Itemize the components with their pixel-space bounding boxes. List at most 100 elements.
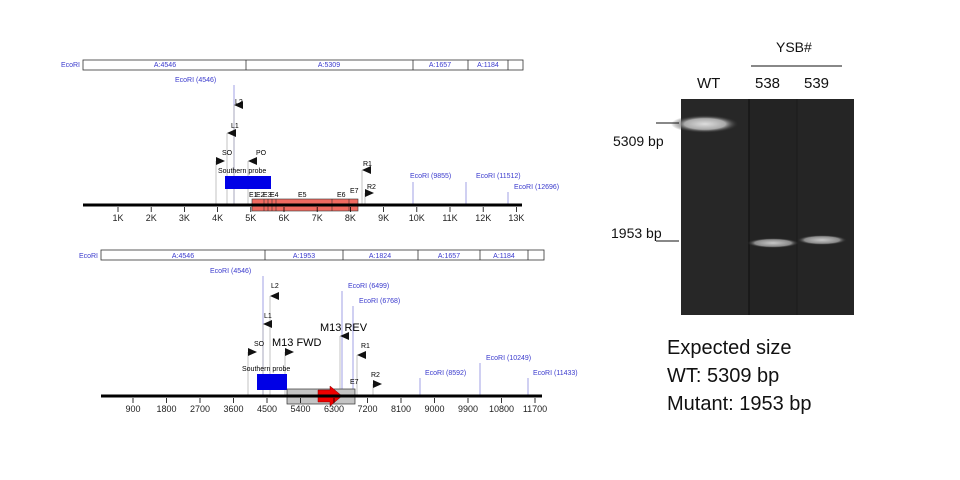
axis-tick-label: 13K [508,213,524,223]
axis-tick-label: 900 [125,404,140,414]
axis-tick-label: 6K [278,213,289,223]
gel-band-538 [747,238,799,248]
m13-fwd-label: M13 FWD [272,337,322,349]
axis-tick-label: 9900 [458,404,478,414]
primer-r2-arrow [365,189,374,197]
axis-tick-label: 12K [475,213,491,223]
fragment-label: A:1657 [438,253,460,260]
primer-l2-arrow [234,101,243,109]
axis-tick-label: 10800 [489,404,514,414]
fragment-label: A:5309 [318,62,340,69]
primer-l1-arrow [227,129,236,137]
axis-tick-label: 2K [146,213,157,223]
lane-label: WT [697,75,720,92]
primer-r1-arrow [357,351,366,359]
primer-label: L2 [235,99,243,106]
exon-label: E3 [263,192,272,199]
primer-label: L1 [231,123,239,130]
m13-rev-label: M13 REV [320,322,368,334]
axis-tick-label: 7K [312,213,323,223]
ecori-site-label: EcoRI (11512) [476,173,521,180]
exon-label: E7 [350,188,359,195]
axis-tick-label: 8100 [391,404,411,414]
exon-label: E6 [337,192,346,199]
gel-band-539 [797,235,847,245]
axis-ticks: 900 1800 2700 3600 4500 5400 6300 7200 8100 9000 9… [125,398,547,414]
southern-probe-label: Southern probe [242,366,290,373]
fragment-label: A:1657 [429,62,451,69]
axis-tick-label: 10K [409,213,425,223]
primer-label: R2 [371,372,380,379]
axis-tick-label: 9000 [424,404,444,414]
fragment-label: A:4546 [154,62,176,69]
fragment-enzyme-label: EcoRI [61,62,80,69]
primer-label: L2 [271,283,279,290]
ecori-site-label: EcoRI (9855) [410,173,451,180]
gel-image-right [797,99,854,315]
ecori-sites [262,276,529,396]
primer-r2-arrow [373,380,382,388]
primer-label: PO [256,150,267,157]
primer-so-arrow [248,348,257,356]
exon-label: E5 [298,192,307,199]
ecori-site-label: EcoRI (4546) [210,268,251,275]
southern-probe-label: Southern probe [218,168,266,175]
axis-tick-label: 3600 [223,404,243,414]
map-mutant: EcoRI A:4546 A:1953 A:1824 A:1657 A:1184… [79,249,578,414]
primer-label: R1 [361,343,370,350]
fragment-enzyme-label: EcoRI [79,253,98,260]
ecori-site-label: EcoRI (10249) [486,355,531,362]
axis-tick-label: 9K [378,213,389,223]
caption-line: WT: 5309 bp [667,365,779,387]
axis-tick-label: 5K [245,213,256,223]
axis-tick-label: 1800 [156,404,176,414]
primer-po-arrow [248,157,257,165]
expected-size-caption: Expected size WT: 5309 bp Mutant: 1953 b… [667,337,812,415]
fragment-label: A:1824 [369,253,391,260]
axis-tick-label: 11700 [523,404,547,414]
primer-l2-arrow [270,292,279,300]
exon-label: E7 [350,379,359,386]
m13-rev-arrow [340,332,349,340]
axis-ticks: 1K 2K 3K 4K 5K 6K 7K 8K 9K 10K 11K 12K 13K [112,207,524,223]
axis-tick-label: 6300 [324,404,344,414]
axis-tick-label: 7200 [357,404,377,414]
exon-label: E2 [256,192,265,199]
axis-tick-label: 1K [112,213,123,223]
lane-label: 539 [804,75,829,92]
ecori-site-label: EcoRI (4546) [175,77,216,84]
axis-tick-label: 2700 [190,404,210,414]
caption-line: Expected size [667,337,792,359]
fragment-bar: EcoRI A:4546 A:1953 A:1824 A:1657 A:1184 [79,249,545,261]
gel-panel: YSB# WT 538 539 5309 bp 1953 bp [611,39,854,315]
axis-tick-label: 5400 [290,404,310,414]
primer-label: SO [254,341,265,348]
caption-line: Mutant: 1953 bp [667,393,812,415]
primer-label: L1 [264,313,272,320]
primer-l1-arrow [263,320,272,328]
ecori-site-label: EcoRI (6768) [359,298,400,305]
southern-probe [257,374,287,390]
gel-image-left [681,99,749,315]
fragment-label: A:1953 [293,253,315,260]
gel-group-label: YSB# [776,39,812,55]
gel-image-mid [749,99,797,315]
primers: L2 L1 SO PO R1 R2 [215,99,376,205]
exon-label: E4 [270,192,279,199]
ecori-site-label: EcoRI (12696) [514,184,559,191]
fragment-label: A:4546 [172,253,194,260]
southern-probe [225,176,271,189]
exon-label: E1 [249,192,258,199]
fragment-label: A:1184 [493,253,515,260]
gel-band-wt [671,115,739,133]
ecori-site-label: EcoRI (11433) [533,370,578,377]
lane-label: 538 [755,75,780,92]
exons: E1 E2 E3 E4 E5 E6 E7 [249,188,359,212]
map-wildtype: EcoRI A:4546 A:5309 A:1657 A:1184 EcoRI … [61,59,559,223]
primer-r1-arrow [362,166,371,174]
primer-label: R1 [363,161,372,168]
fragment-bar: EcoRI A:4546 A:5309 A:1657 A:1184 [61,59,524,71]
primers: L2 L1 SO M13 FWD M13 REV R1 R2 [247,283,382,396]
primer-label: SO [222,150,233,157]
marker-label: 5309 bp [613,133,664,149]
